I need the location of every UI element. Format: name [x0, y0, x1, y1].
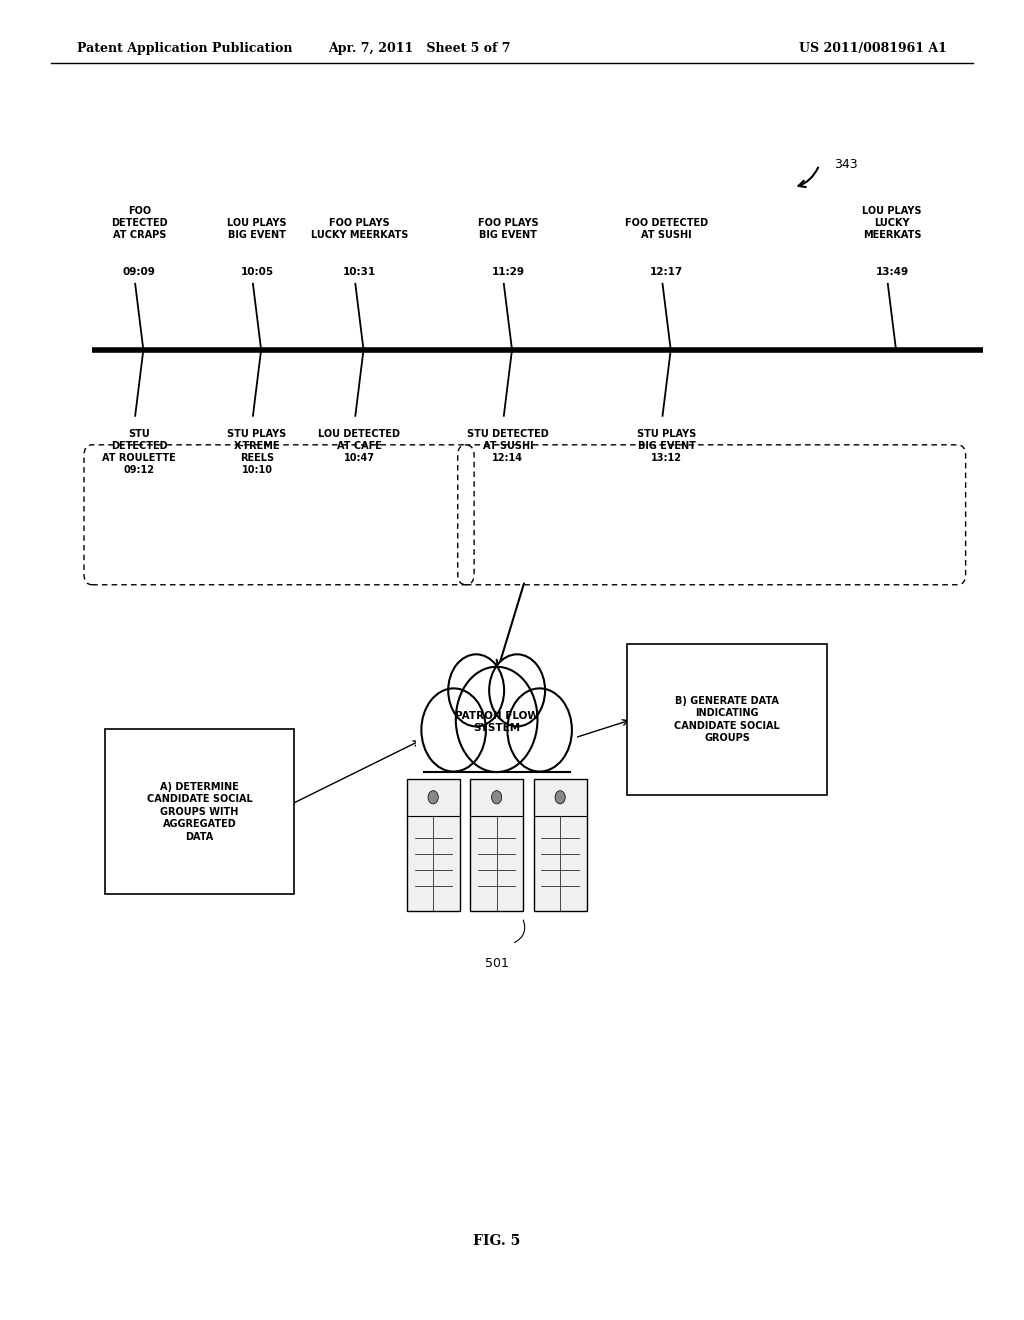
Circle shape — [508, 689, 571, 771]
Text: LOU PLAYS
LUCKY
MEERKATS: LOU PLAYS LUCKY MEERKATS — [862, 206, 922, 240]
FancyBboxPatch shape — [416, 717, 578, 775]
Text: 10:05: 10:05 — [241, 267, 273, 277]
Text: STU DETECTED
AT SUSHI
12:14: STU DETECTED AT SUSHI 12:14 — [467, 429, 549, 463]
Text: 11:29: 11:29 — [492, 267, 524, 277]
Text: 13:49: 13:49 — [876, 267, 908, 277]
Text: 10:31: 10:31 — [343, 267, 376, 277]
Text: PATRON FLOW
SYSTEM: PATRON FLOW SYSTEM — [455, 711, 539, 733]
Text: 12:17: 12:17 — [650, 267, 683, 277]
Text: A) DETERMINE
CANDIDATE SOCIAL
GROUPS WITH
AGGREGATED
DATA: A) DETERMINE CANDIDATE SOCIAL GROUPS WIT… — [146, 781, 253, 842]
Text: 501: 501 — [484, 957, 509, 970]
Text: LOU DETECTED
AT CAFE
10:47: LOU DETECTED AT CAFE 10:47 — [318, 429, 400, 463]
Text: US 2011/0081961 A1: US 2011/0081961 A1 — [800, 42, 947, 55]
Circle shape — [555, 791, 565, 804]
Text: FOO PLAYS
LUCKY MEERKATS: FOO PLAYS LUCKY MEERKATS — [310, 218, 409, 240]
Text: Patent Application Publication: Patent Application Publication — [77, 42, 292, 55]
Text: 09:09: 09:09 — [123, 267, 156, 277]
Text: FOO DETECTED
AT SUSHI: FOO DETECTED AT SUSHI — [625, 218, 709, 240]
Circle shape — [428, 791, 438, 804]
Text: Apr. 7, 2011   Sheet 5 of 7: Apr. 7, 2011 Sheet 5 of 7 — [329, 42, 511, 55]
Text: FOO PLAYS
BIG EVENT: FOO PLAYS BIG EVENT — [477, 218, 539, 240]
Circle shape — [492, 791, 502, 804]
Circle shape — [449, 655, 504, 726]
FancyBboxPatch shape — [534, 779, 587, 911]
Circle shape — [489, 655, 545, 726]
Text: FOO
DETECTED
AT CRAPS: FOO DETECTED AT CRAPS — [111, 206, 168, 240]
FancyBboxPatch shape — [407, 779, 460, 911]
Circle shape — [422, 689, 486, 771]
FancyBboxPatch shape — [105, 729, 295, 895]
FancyBboxPatch shape — [627, 644, 826, 795]
Text: STU
DETECTED
AT ROULETTE
09:12: STU DETECTED AT ROULETTE 09:12 — [102, 429, 176, 475]
FancyBboxPatch shape — [470, 779, 523, 911]
Text: B) GENERATE DATA
INDICATING
CANDIDATE SOCIAL
GROUPS: B) GENERATE DATA INDICATING CANDIDATE SO… — [674, 696, 780, 743]
Text: STU PLAYS
BIG EVENT
13:12: STU PLAYS BIG EVENT 13:12 — [637, 429, 696, 463]
Text: 343: 343 — [835, 158, 858, 172]
Text: FIG. 5: FIG. 5 — [473, 1234, 520, 1247]
Text: STU PLAYS
X-TREME
REELS
10:10: STU PLAYS X-TREME REELS 10:10 — [227, 429, 287, 475]
Circle shape — [456, 667, 538, 772]
Text: LOU PLAYS
BIG EVENT: LOU PLAYS BIG EVENT — [227, 218, 287, 240]
